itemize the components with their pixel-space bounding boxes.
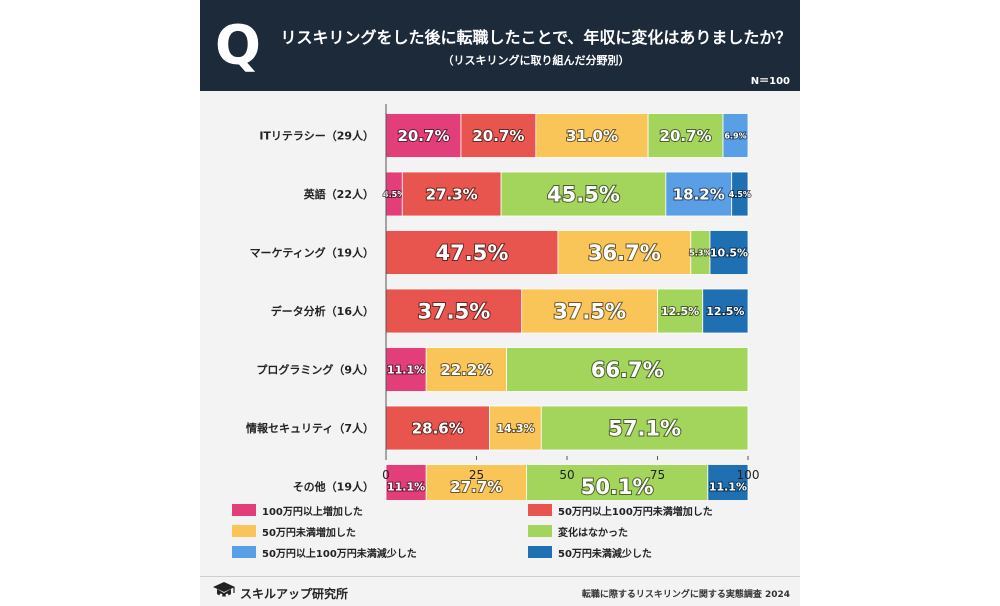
category-label: データ分析（16人）: [271, 304, 374, 318]
bar-segment: [665, 171, 733, 217]
data-label: 11.1%: [709, 480, 747, 493]
data-label: 4.5%: [729, 190, 751, 199]
bar-segment: [425, 464, 527, 500]
x-tick-label: 100: [737, 468, 760, 482]
legend-item: 50万円未満減少した: [528, 545, 652, 560]
legend-item: 変化はなかった: [528, 524, 628, 539]
header-bar: Q リスキリングをした後に転職したことで、年収に変化はありましたか？ （リスキリ…: [200, 0, 800, 91]
legend-label: 50万円以上100万円未満増加した: [558, 506, 713, 518]
legend-swatch: [528, 504, 552, 516]
data-label: 45.5%: [547, 183, 620, 207]
stacked-bar-chart: ITリテラシー（29人） 20.7% 20.7% 31.0% 20.7% 6.9% 英語（2…: [246, 104, 760, 500]
x-tick-label: 25: [469, 468, 484, 482]
data-label: 66.7%: [591, 358, 664, 382]
bar-segment: [722, 113, 749, 158]
data-label: 57.1%: [608, 417, 681, 441]
bar-segment: [401, 171, 502, 217]
bar-segment: [731, 171, 749, 217]
legend: 100万円以上増加した 50万円以上100万円未満増加した 50万円未満増加した 変化…: [232, 503, 792, 565]
footer: スキルアップ研究所 転職に際するリスキリングに関する実態調査 2024: [200, 576, 800, 606]
data-label: 28.6%: [412, 419, 464, 437]
data-label: 10.5%: [710, 246, 748, 259]
q-icon: Q: [215, 14, 261, 77]
category-label: 情報セキュリティ（7人）: [246, 421, 374, 435]
bar-segment: [707, 464, 749, 500]
data-label: 11.1%: [387, 363, 425, 376]
bar-segment: [425, 347, 507, 392]
data-label: 12.5%: [661, 305, 699, 318]
source-note: 転職に際するリスキリングに関する実態調査 2024: [581, 590, 790, 600]
data-label: 12.5%: [706, 305, 744, 318]
bar-segment: [526, 464, 709, 500]
x-tick-label: 75: [650, 468, 665, 482]
bar-segment: [385, 113, 462, 158]
legend-item: 50万円以上100万円未満増加した: [528, 503, 713, 518]
data-label: 20.7%: [397, 127, 449, 145]
legend-item: 100万円以上増加した: [232, 503, 363, 518]
chart-subtitle: （リスキリングに取り組んだ分野別）: [442, 54, 630, 67]
legend-swatch: [232, 504, 256, 516]
data-label: 27.7%: [450, 478, 502, 496]
bar-segment: [489, 405, 542, 451]
bar-segment: [385, 464, 427, 500]
data-label: 6.9%: [724, 131, 746, 140]
legend-label: 100万円以上増加した: [262, 506, 363, 518]
category-label: プログラミング（9人）: [256, 363, 374, 377]
infographic-card: Q リスキリングをした後に転職したことで、年収に変化はありましたか？ （リスキリ…: [200, 0, 800, 606]
bar-segment: [500, 171, 667, 217]
brand-name: スキルアップ研究所: [240, 587, 349, 601]
legend-swatch: [232, 525, 256, 537]
legend-item: 50万円未満増加した: [232, 524, 356, 539]
bar-segment: [647, 113, 724, 158]
data-label: 31.0%: [566, 127, 618, 145]
bar-segment: [506, 347, 749, 392]
data-label: 4.5%: [383, 190, 405, 199]
legend-label: 50万円未満減少した: [558, 548, 652, 560]
legend-label: 変化はなかった: [558, 527, 628, 539]
legend-item: 50万円以上100万円未満減少した: [232, 545, 417, 560]
data-label: 37.5%: [553, 300, 626, 324]
sample-size-label: N＝100: [750, 76, 790, 87]
bar-segment: [557, 230, 692, 275]
data-label: 36.7%: [588, 241, 661, 265]
category-label: ITリテラシー（29人）: [259, 129, 374, 143]
bar-segment: [521, 288, 658, 334]
bar-segment: [540, 405, 749, 451]
legend-swatch: [528, 546, 552, 558]
data-label: 20.7%: [660, 127, 712, 145]
data-label: 18.2%: [673, 185, 725, 203]
data-label: 11.1%: [387, 480, 425, 493]
bar-segment: [385, 230, 559, 275]
data-label: 50.1%: [581, 475, 654, 499]
category-label: その他（19人）: [293, 480, 374, 494]
data-label: 5.3%: [689, 248, 711, 257]
legend-swatch: [232, 546, 256, 558]
x-tick-label: 0: [382, 468, 390, 482]
chart-title: リスキリングをした後に転職したことで、年収に変化はありましたか？: [280, 28, 792, 47]
data-label: 37.5%: [417, 300, 490, 324]
data-label: 14.3%: [496, 422, 534, 435]
graduation-cap-logo-icon: [213, 582, 235, 597]
bar-segment: [709, 230, 749, 275]
category-label: マーケティング（19人）: [250, 246, 374, 260]
legend-swatch: [528, 525, 552, 537]
data-label: 27.3%: [426, 185, 478, 203]
bar-segment: [657, 288, 704, 334]
data-label: 47.5%: [436, 241, 509, 265]
legend-label: 50万円以上100万円未満減少した: [262, 548, 417, 560]
data-label: 22.2%: [440, 361, 492, 379]
legend-label: 50万円未満増加した: [262, 527, 356, 539]
x-tick-label: 50: [559, 468, 574, 482]
data-label: 20.7%: [472, 127, 524, 145]
bar-segment: [702, 288, 749, 334]
category-label: 英語（22人）: [303, 187, 374, 201]
